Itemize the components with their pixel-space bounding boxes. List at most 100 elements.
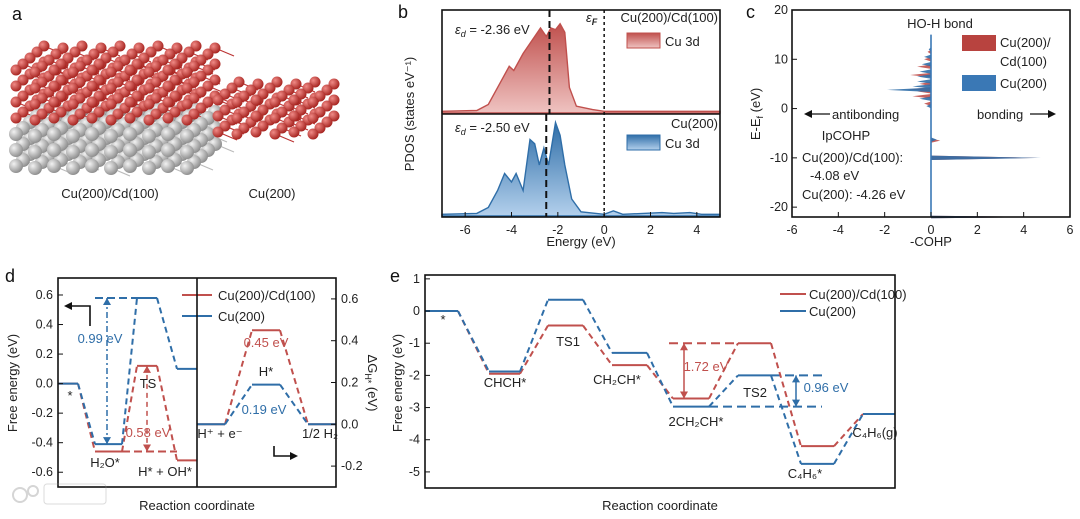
blue-right-connector [279,384,309,425]
cu-atom [29,98,41,110]
x-tick-label: -2 [879,223,890,237]
state-label: H* [259,364,273,379]
cu-atom [162,80,174,92]
y-tick-label: 0 [413,304,420,318]
cu-atom [250,110,262,122]
cd-atom [104,161,118,175]
blue-connector [519,299,549,372]
panel-a: a Cu(200)/Cd(100) Cu(200) [9,4,340,201]
cohp-spike [931,155,1042,161]
value: = -2.36 eV [466,22,530,37]
value: = -2.50 eV [466,120,530,135]
cd-atom [47,143,61,157]
cd-atom [161,143,175,157]
barrier-arrow-red-head [143,444,151,452]
barrier-label-red: 1.72 eV [684,359,729,374]
x-tick-label: 0 [601,223,608,237]
d-band-center-label-bottom: εd = -2.50 eV [455,120,530,137]
cu-atom [124,112,136,124]
blue-connector [770,375,802,465]
y-tick-label: 1 [413,272,420,286]
state-label: CHCH* [484,375,527,390]
cu-atom [86,64,98,76]
panel-c-cohp: c HO-H bond E-Ef (eV) -COHP Cu(200)/ Cd(… [746,2,1074,249]
state-label: * [67,388,72,403]
x-tick-label: 6 [1067,223,1074,237]
cd-atom [180,161,194,175]
barrier-arrow-blue-head [792,375,800,383]
y-tick-label: -5 [409,465,420,479]
cu-atom [307,96,319,108]
cohp-spike [912,84,931,89]
cu-atom [29,114,41,126]
cohp-spike [886,87,931,93]
axes-frame [424,274,896,489]
unit: (eV) [748,88,763,116]
cd-atom [47,159,61,173]
ipcohp-line-1: Cu(200)/Cd(100): [802,150,903,165]
cu-atom [10,64,22,76]
cd-atom [161,159,175,173]
cu-atom [48,64,60,76]
y-tick-label-right: 0.2 [341,376,358,390]
cu-atom [48,80,60,92]
cu-atom [250,126,262,138]
legend-swatch-blue [962,75,996,91]
state-label: * [440,312,445,327]
barrier-label-blue: 0.96 eV [804,380,849,395]
caption-cu200-cd100: Cu(200)/Cd(100) [61,186,159,201]
cu-atom [231,112,243,124]
panel-e-c4h6-pathway: e Free energy (eV) Reaction coordinate C… [390,266,907,513]
y-tick-label-left: -0.6 [31,465,53,479]
cu-atom [105,66,117,78]
cu-atom [29,82,41,94]
barrier-label-blue: 0.99 eV [78,331,123,346]
x-tick-label: -6 [460,223,471,237]
pdos-y-label: PDOS (states eV⁻¹) [402,57,417,172]
bonding-arrow-icon [1030,110,1056,118]
legend-title-top: Cu(200)/Cd(100) [620,10,718,25]
legend-title-bottom: Cu(200) [671,116,718,131]
legend-label-red: Cu(200)/Cd(100) [809,287,907,302]
fermi-label: εF [586,10,598,27]
caption-cu200: Cu(200) [249,186,296,201]
cu-atom [212,110,224,122]
d-y-label-right: ΔGH* (eV) [363,355,380,412]
cu-atom [143,66,155,78]
cu-atom [67,82,79,94]
cu-atom [288,126,300,138]
legend-swatch-blue [626,134,661,151]
cu-atom [143,98,155,110]
red-connector [770,342,802,447]
blue-left-connector [77,383,96,445]
cd-atom [104,129,118,143]
x-tick-label: -6 [786,223,797,237]
y-tick-label-right: 0.0 [341,417,358,431]
cu-atom [105,114,117,126]
cohp-spike [917,74,931,79]
cd-atom [47,127,61,141]
antibonding-label: antibonding [832,107,899,122]
legend-label-blue: Cu(200) [1000,76,1047,91]
cd-atom [180,129,194,143]
cu-atom [162,64,174,76]
barrier-arrow-blue-head [103,297,111,305]
cd-atom [85,143,99,157]
cu-atom [143,82,155,94]
red-connector [708,342,739,400]
red-connector [833,413,864,447]
ipcohp-line-2: -4.08 eV [810,168,859,183]
state-label: 1/2 H₂ [302,426,338,441]
cu200-cd100-crystal-structure [9,40,235,177]
cohp-spike [921,62,931,67]
legend-label-bottom: Cu 3d [665,136,700,151]
red-right-connector [224,329,253,425]
cu-atom [181,114,193,126]
right-axis-arrow-icon [273,446,298,460]
cu-atom [269,128,281,140]
legend-label-red: Cu(200)/Cd(100) [218,288,316,303]
legend-label-red-2: Cd(100) [1000,54,1047,69]
y-tick-label: 0 [781,102,788,116]
y-tick-label-left: 0.6 [36,288,53,302]
y-tick-label: 20 [774,3,788,17]
